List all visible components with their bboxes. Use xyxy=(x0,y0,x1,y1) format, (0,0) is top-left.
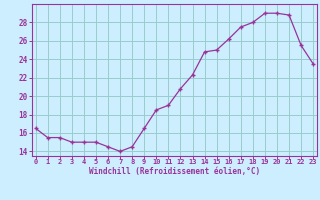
X-axis label: Windchill (Refroidissement éolien,°C): Windchill (Refroidissement éolien,°C) xyxy=(89,167,260,176)
